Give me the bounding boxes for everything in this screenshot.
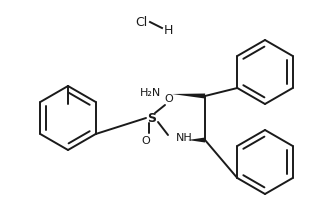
Text: O: O	[142, 136, 150, 146]
Text: S: S	[148, 112, 156, 124]
Polygon shape	[172, 93, 205, 99]
Text: O: O	[165, 94, 173, 104]
Polygon shape	[188, 138, 205, 142]
Text: H: H	[164, 24, 173, 36]
Text: NH: NH	[176, 133, 193, 143]
Text: Cl: Cl	[136, 15, 148, 28]
Text: H₂N: H₂N	[140, 88, 161, 98]
